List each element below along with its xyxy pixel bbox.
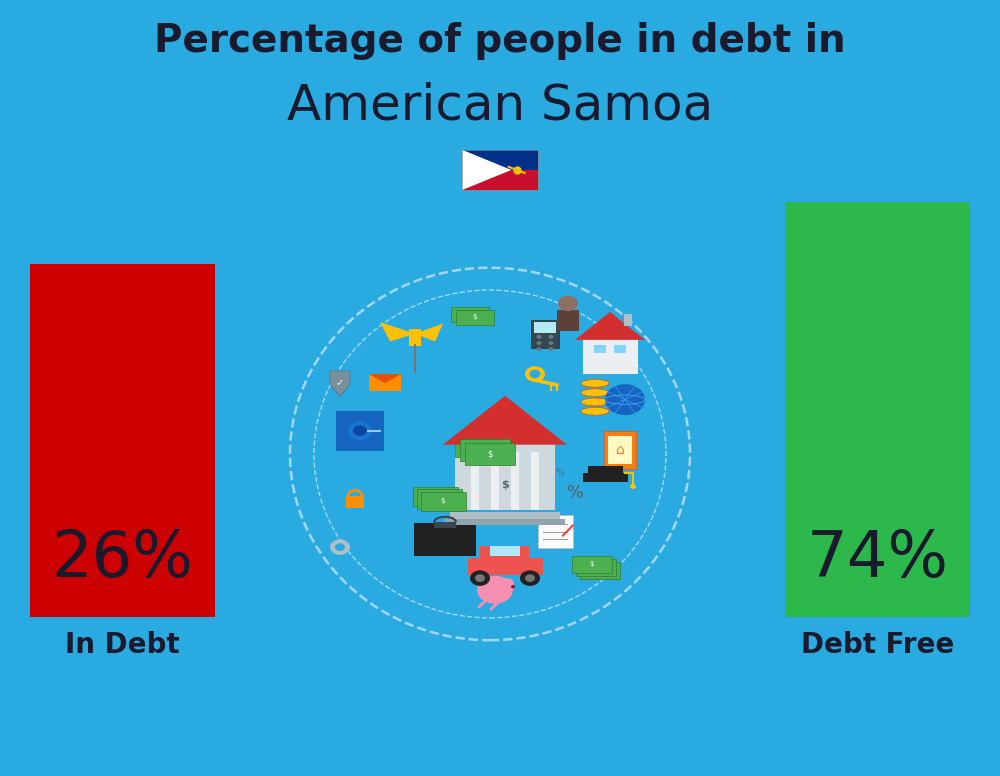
Circle shape — [536, 334, 542, 338]
Polygon shape — [330, 371, 350, 397]
FancyBboxPatch shape — [557, 310, 579, 331]
FancyBboxPatch shape — [434, 522, 456, 528]
FancyBboxPatch shape — [409, 329, 421, 346]
Circle shape — [330, 539, 350, 555]
Text: 26%: 26% — [52, 528, 193, 590]
FancyBboxPatch shape — [414, 523, 476, 556]
FancyBboxPatch shape — [491, 452, 499, 511]
FancyBboxPatch shape — [336, 411, 384, 451]
FancyBboxPatch shape — [460, 439, 510, 461]
FancyBboxPatch shape — [421, 492, 466, 511]
Circle shape — [536, 347, 542, 351]
FancyBboxPatch shape — [480, 546, 530, 559]
Circle shape — [536, 341, 542, 345]
Circle shape — [549, 334, 554, 338]
FancyBboxPatch shape — [456, 310, 494, 325]
Circle shape — [630, 484, 636, 489]
FancyBboxPatch shape — [455, 435, 505, 457]
FancyBboxPatch shape — [785, 202, 970, 617]
Circle shape — [511, 585, 515, 588]
Circle shape — [549, 341, 554, 345]
Text: Debt Free: Debt Free — [801, 631, 954, 659]
FancyBboxPatch shape — [417, 489, 462, 508]
FancyBboxPatch shape — [588, 466, 622, 474]
FancyBboxPatch shape — [608, 436, 632, 463]
FancyBboxPatch shape — [572, 556, 612, 573]
FancyBboxPatch shape — [511, 452, 519, 511]
FancyBboxPatch shape — [413, 487, 458, 506]
FancyBboxPatch shape — [346, 496, 364, 508]
FancyBboxPatch shape — [465, 443, 515, 465]
FancyBboxPatch shape — [582, 339, 638, 374]
FancyBboxPatch shape — [468, 558, 543, 575]
Text: $: $ — [487, 449, 493, 459]
FancyBboxPatch shape — [614, 345, 626, 353]
Circle shape — [558, 296, 578, 311]
Circle shape — [525, 366, 545, 382]
Circle shape — [470, 570, 490, 586]
Text: ⌂: ⌂ — [616, 443, 624, 457]
Circle shape — [348, 421, 372, 440]
FancyBboxPatch shape — [462, 150, 538, 170]
Circle shape — [353, 425, 367, 436]
FancyBboxPatch shape — [451, 307, 489, 322]
Ellipse shape — [581, 379, 609, 387]
Text: $: $ — [594, 564, 598, 570]
FancyBboxPatch shape — [462, 170, 538, 190]
Text: $: $ — [598, 567, 602, 573]
FancyBboxPatch shape — [455, 444, 555, 511]
Polygon shape — [443, 396, 567, 445]
Text: $: $ — [441, 498, 445, 504]
Polygon shape — [462, 150, 511, 190]
FancyBboxPatch shape — [534, 322, 556, 333]
Circle shape — [530, 369, 540, 378]
Polygon shape — [415, 324, 443, 341]
FancyBboxPatch shape — [538, 515, 572, 548]
FancyBboxPatch shape — [445, 519, 565, 525]
Text: $: $ — [482, 445, 488, 455]
Text: %: % — [555, 469, 565, 478]
Text: 74%: 74% — [806, 528, 948, 590]
Polygon shape — [369, 374, 401, 383]
FancyBboxPatch shape — [450, 512, 560, 520]
Polygon shape — [575, 312, 645, 340]
Circle shape — [477, 576, 513, 604]
Text: $: $ — [468, 311, 472, 317]
Circle shape — [500, 578, 514, 589]
Ellipse shape — [581, 398, 609, 406]
FancyBboxPatch shape — [624, 314, 632, 326]
FancyBboxPatch shape — [490, 546, 520, 556]
FancyBboxPatch shape — [531, 320, 559, 348]
FancyBboxPatch shape — [583, 473, 628, 482]
Text: In Debt: In Debt — [65, 631, 180, 659]
Text: ✓: ✓ — [336, 378, 344, 387]
Text: Percentage of people in debt in: Percentage of people in debt in — [154, 22, 846, 60]
Text: $: $ — [433, 494, 437, 500]
Text: $: $ — [501, 480, 509, 490]
FancyBboxPatch shape — [30, 264, 215, 617]
Text: $: $ — [473, 314, 477, 320]
Ellipse shape — [581, 389, 609, 397]
Text: %: % — [567, 483, 583, 502]
Circle shape — [549, 347, 554, 351]
Text: American Samoa: American Samoa — [287, 81, 713, 130]
Circle shape — [525, 574, 535, 582]
Circle shape — [475, 574, 485, 582]
Circle shape — [605, 384, 645, 415]
FancyBboxPatch shape — [594, 345, 606, 353]
Text: $: $ — [590, 561, 594, 567]
Polygon shape — [380, 322, 415, 341]
FancyBboxPatch shape — [604, 431, 636, 469]
FancyBboxPatch shape — [369, 374, 401, 391]
Circle shape — [520, 570, 540, 586]
FancyBboxPatch shape — [531, 452, 539, 511]
Circle shape — [335, 543, 345, 551]
Text: $: $ — [477, 442, 483, 451]
FancyBboxPatch shape — [580, 562, 620, 579]
Ellipse shape — [581, 407, 609, 415]
Text: $: $ — [437, 496, 441, 502]
FancyBboxPatch shape — [576, 559, 616, 576]
FancyBboxPatch shape — [471, 452, 479, 511]
